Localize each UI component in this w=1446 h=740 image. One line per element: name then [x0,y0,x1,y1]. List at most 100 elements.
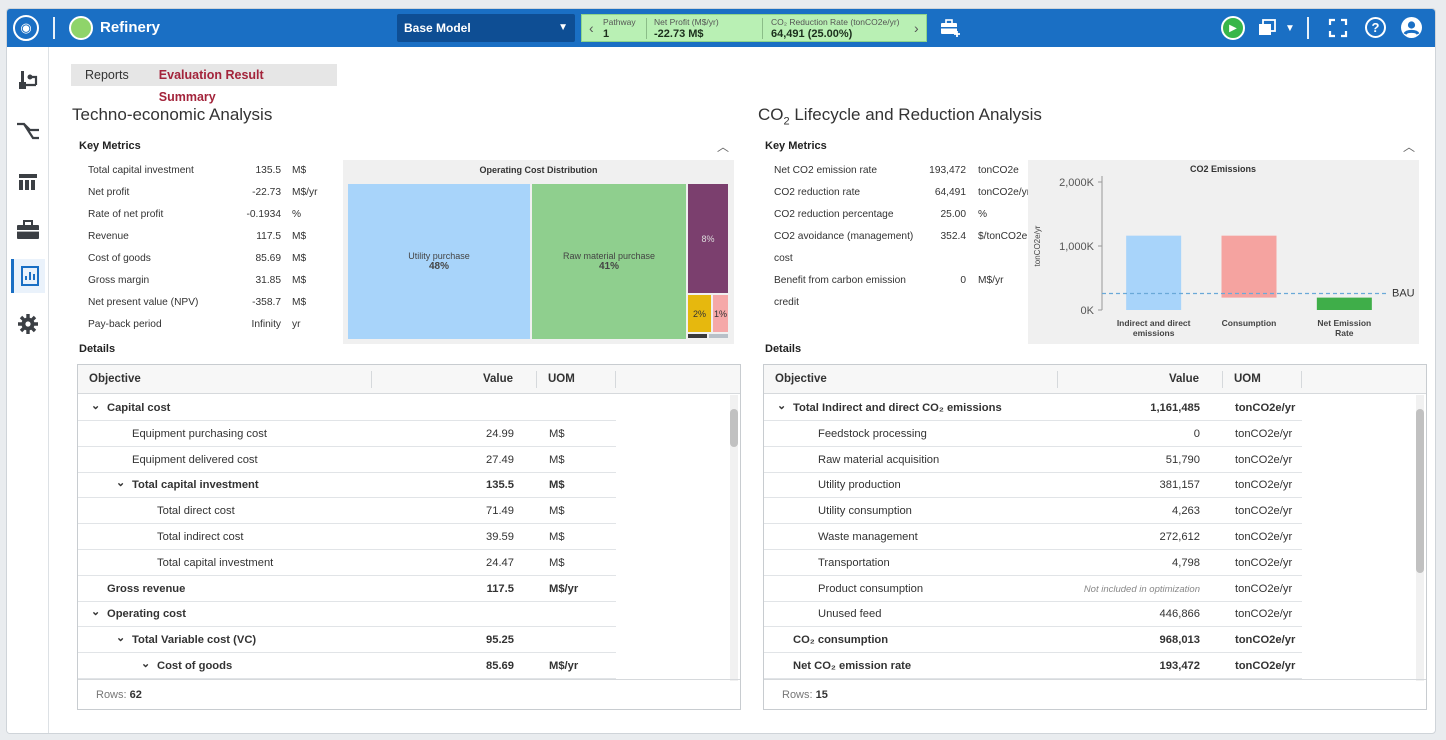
metric-name: CO2 reduction rate [774,187,861,198]
sidebar-item-pathway[interactable] [11,115,45,149]
row-value: 39.59 [486,531,514,543]
metric-unit: yr [292,319,301,330]
treemap-tile-utility[interactable]: Utility purchase 48% [348,184,530,339]
chevron-down-icon[interactable]: ⌄ [116,632,126,645]
app-logo-icon[interactable]: ◉ [13,15,39,41]
scrollbar-thumb[interactable] [730,409,738,447]
fullscreen-icon[interactable] [1326,16,1350,40]
tile-label: Utility purchase [408,251,470,261]
row-objective: Utility production [818,479,901,492]
row-value: 135.5 [486,479,514,492]
co2-rate-value: 64,491 (25.00%) [771,28,853,40]
row-value: 4,263 [1172,505,1200,518]
toolbox-add-icon[interactable] [939,16,963,40]
chevron-down-icon[interactable]: ⌄ [777,400,787,412]
col-uom[interactable]: UOM [1234,373,1261,385]
table-row[interactable]: ⌄ Total Variable cost (VC) 95.25 [78,627,616,654]
co2-rate-label: CO₂ Reduction Rate (tonCO2e/yr) [771,17,900,27]
treemap-tile-raw-material[interactable]: Raw material purchase 41% [532,184,686,339]
metric-row: cost [774,253,1094,267]
run-play-icon[interactable]: ▶ [1221,16,1245,40]
chevron-down-icon[interactable]: ⌄ [91,400,101,412]
chevron-down-icon[interactable]: ⌄ [116,477,126,490]
table-row[interactable]: Product consumption Not included in optim… [764,576,1302,602]
metric-value: -0.1934 [246,209,281,220]
co2-details-label: Details [765,343,802,355]
bar-1 [1126,235,1182,310]
row-uom: tonCO2e/yr [1235,556,1293,569]
col-divider [615,371,616,388]
row-value: Not included in optimization [1083,583,1200,595]
tea-details-label: Details [79,343,116,355]
table-row[interactable]: Utility consumption 4,263 tonCO2e/yr [764,498,1302,525]
chevron-down-icon[interactable]: ▼ [1285,22,1295,34]
chevron-down-icon[interactable]: ⌄ [91,606,101,619]
table-row[interactable]: Equipment purchasing cost 24.99 M$ [78,421,616,447]
metric-row: Net profit -22.73 M$/yr [88,187,408,201]
table-row[interactable]: Waste management 272,612 tonCO2e/yr [764,524,1302,550]
col-value[interactable]: Value [483,373,514,385]
row-value: 24.99 [486,427,514,440]
co2-key-metrics-label: Key Metrics [765,140,827,152]
col-objective[interactable]: Objective [775,373,827,385]
table-row[interactable]: ⌄ Capital cost [78,395,616,421]
chevron-up-icon[interactable]: ︿ [717,140,730,154]
table-row[interactable]: ⌄ Cost of goods 85.69 M$/yr [78,653,616,679]
table-row[interactable]: CO₂ consumption 968,013 tonCO2e/yr [764,627,1302,654]
table-row[interactable]: Raw material acquisition 51,790 tonCO2e/yr [764,447,1302,473]
table-row[interactable]: Total direct cost 71.49 M$ [78,498,616,525]
table-row[interactable]: Net CO₂ emission rate 193,472 tonCO2e/yr [764,653,1302,679]
metric-value: 117.5 [256,231,281,242]
scrollbar-thumb[interactable] [1416,409,1424,573]
table-row[interactable]: Transportation 4,798 tonCO2e/yr [764,550,1302,576]
table-row[interactable]: Utility production 381,157 tonCO2e/yr [764,472,1302,499]
divider [53,17,55,39]
treemap-tile-8pct[interactable]: 8% [688,184,728,293]
treemap-tile-2pct[interactable]: 2% [688,295,711,332]
user-avatar-icon[interactable] [1401,17,1422,38]
breadcrumb-reports[interactable]: Reports [71,64,145,86]
row-objective: Product consumption [818,582,924,595]
pathway-value: 1 [603,28,610,40]
table-row[interactable]: Total indirect cost 39.59 M$ [78,524,616,550]
table-row[interactable]: Total capital investment 24.47 M$ [78,550,616,576]
sidebar-item-table[interactable] [11,165,45,199]
col-value[interactable]: Value [1169,373,1200,385]
col-objective[interactable]: Objective [89,373,141,385]
table-row[interactable]: ⌄ Operating cost [78,601,616,628]
col-uom[interactable]: UOM [548,373,575,385]
table-row[interactable]: ⌄ Total capital investment 135.5 M$ [78,472,616,499]
row-uom: tonCO2e/yr [1235,453,1293,466]
table-header: Objective Value UOM [78,365,740,394]
table-row[interactable]: Unused feed 446,866 tonCO2e/yr [764,601,1302,628]
chevron-right-icon[interactable]: › [914,20,919,36]
metric-row: Net CO2 emission rate 193,472 tonCO2e [774,165,1094,179]
sidebar-item-flowsheet[interactable] [11,63,45,97]
chevron-left-icon[interactable]: ‹ [589,20,594,36]
table-row[interactable]: Feedstock processing 0 tonCO2e/yr [764,421,1302,447]
table-scrollbar[interactable] [1416,395,1424,681]
help-icon[interactable]: ? [1365,17,1386,38]
chevron-up-icon[interactable]: ︿ [1403,140,1416,154]
tile-label: Raw material purchase [562,251,656,261]
metric-name: cost [774,253,793,264]
row-value: 27.49 [486,453,514,466]
treemap-tile-1pct[interactable]: 1% [713,295,728,332]
x-tick-label: emissions [1133,328,1175,338]
net-profit-value: -22.73 M$ [654,28,704,40]
sidebar-item-settings[interactable] [11,307,45,341]
model-select[interactable]: Base Model ▼ [397,14,575,42]
sidebar-item-briefcase[interactable] [11,213,45,247]
sidebar-item-reports[interactable] [11,259,45,293]
table-scrollbar[interactable] [730,395,738,681]
windows-icon[interactable] [1256,16,1280,40]
table-row[interactable]: ⌄ Total Indirect and direct CO₂ emissions… [764,395,1302,421]
chevron-down-icon[interactable]: ⌄ [141,658,151,670]
metric-row: Revenue 117.5 M$ [88,231,408,245]
operating-cost-treemap: Operating Cost Distribution Utility purc… [343,160,734,344]
row-value: 4,798 [1172,556,1200,569]
metric-row: Pay-back period Infinity yr [88,319,408,333]
row-objective: Total capital investment [157,556,274,569]
table-row[interactable]: Equipment delivered cost 27.49 M$ [78,447,616,473]
table-row[interactable]: Gross revenue 117.5 M$/yr [78,576,616,602]
